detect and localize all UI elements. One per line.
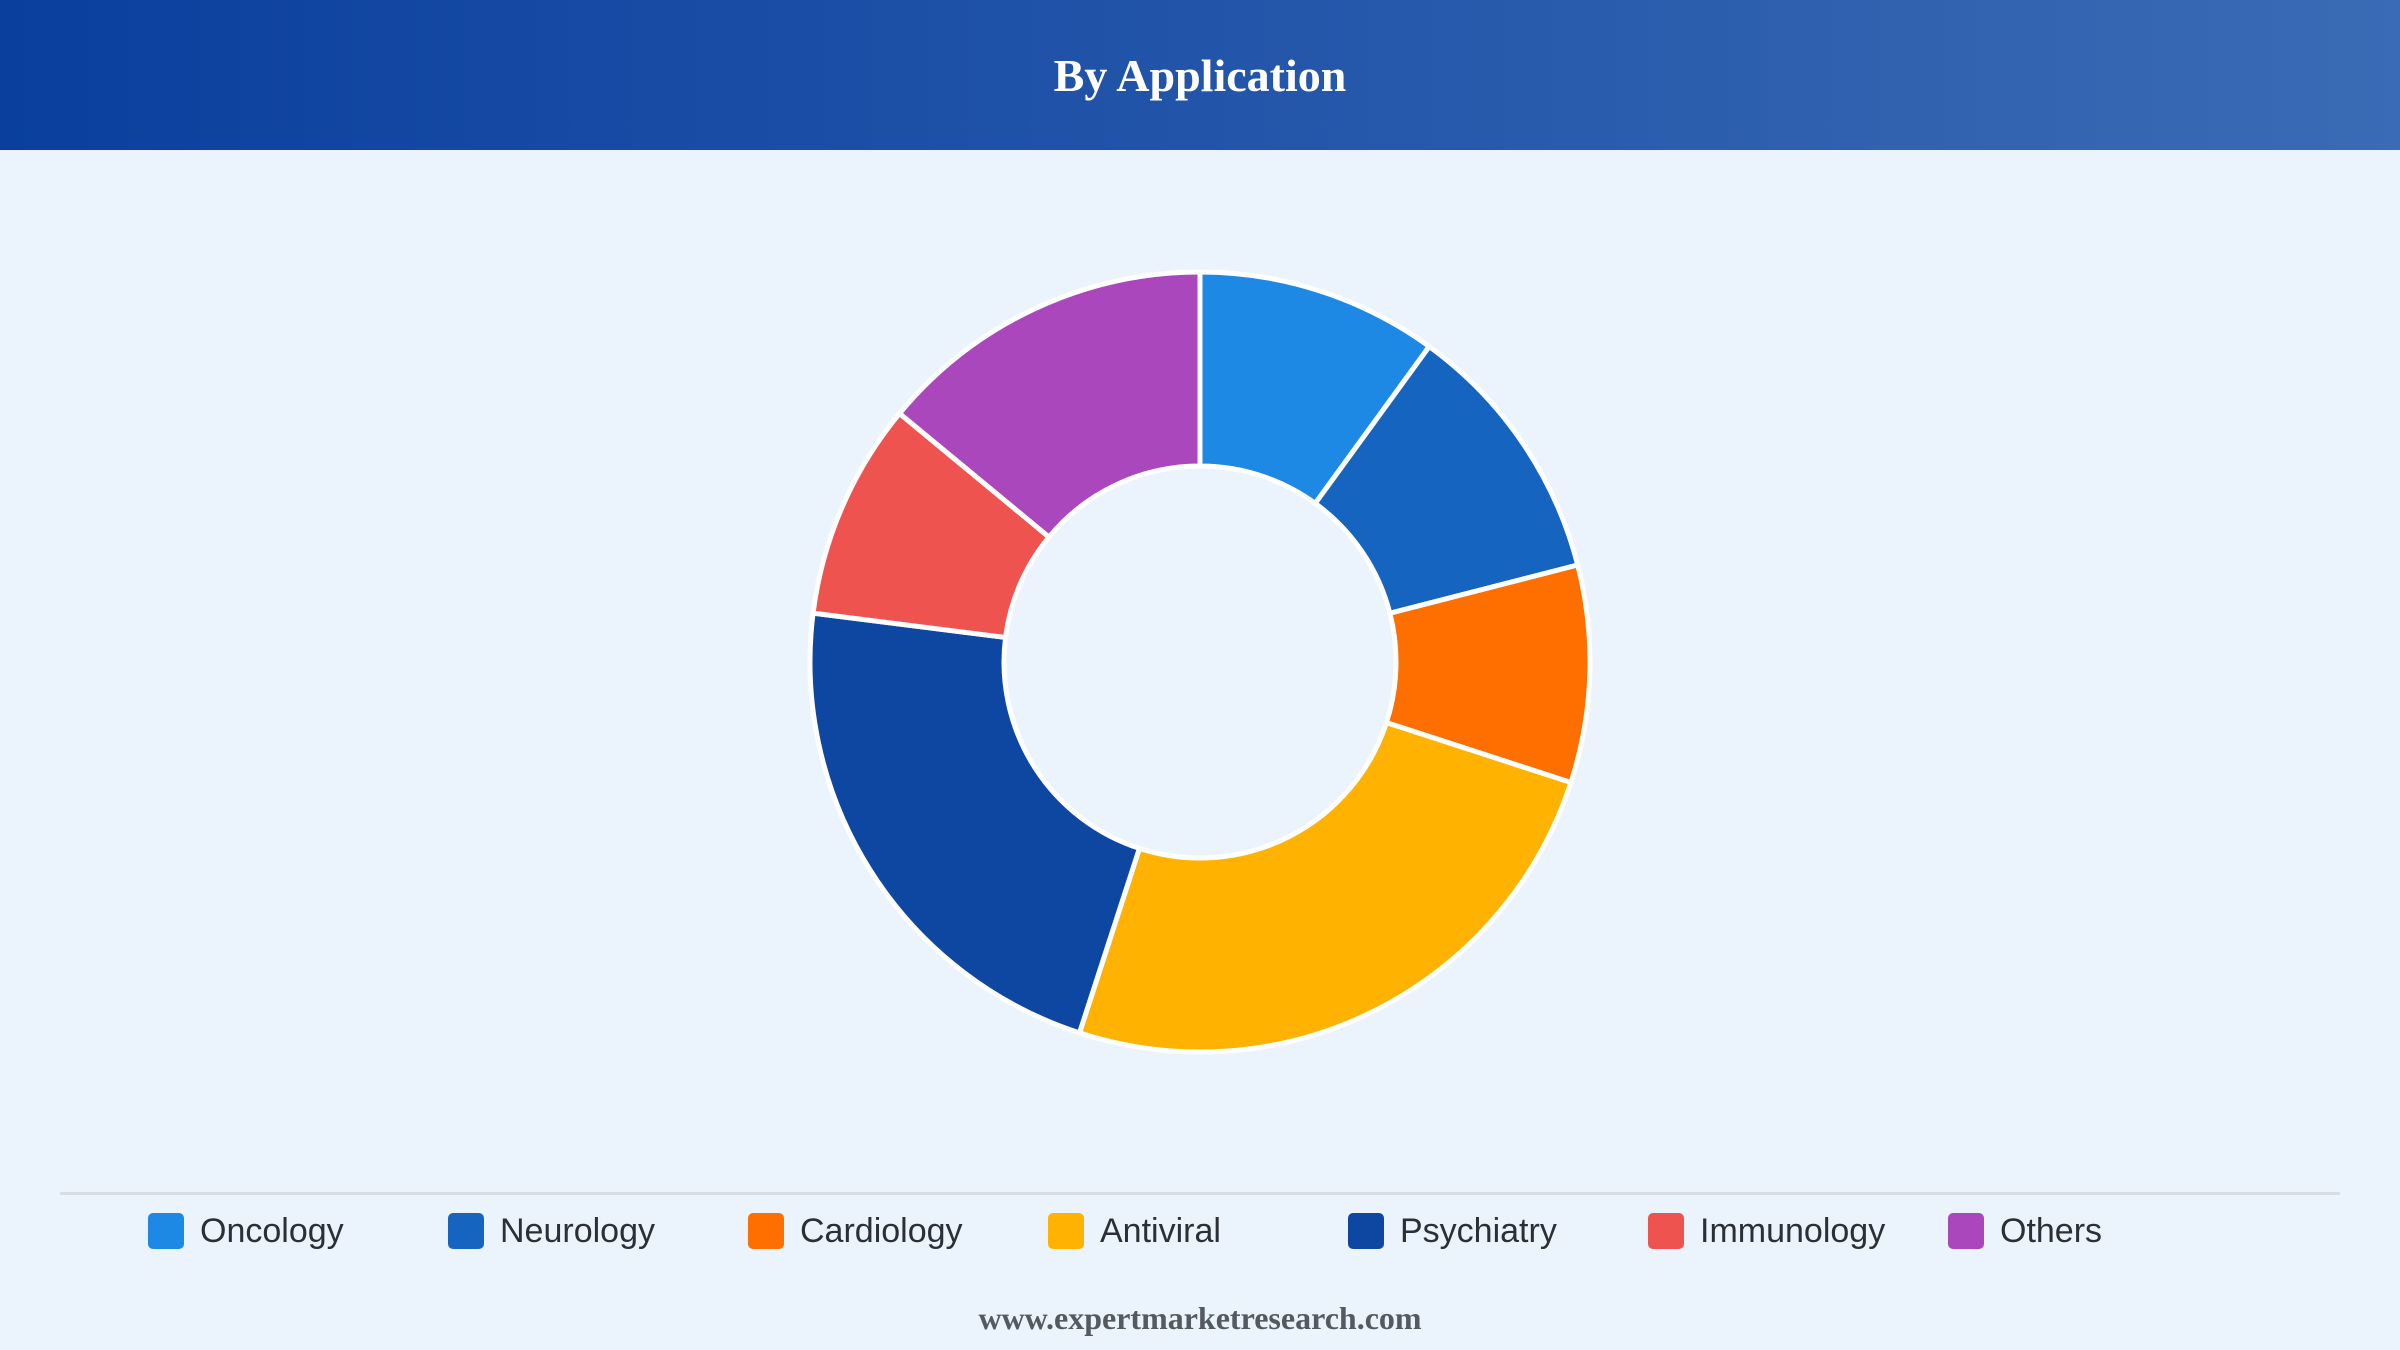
donut-chart (807, 269, 1593, 1055)
legend-item-immunology: Immunology (1648, 1205, 1885, 1257)
legend-item-neurology: Neurology (448, 1205, 655, 1257)
footer-website: www.expertmarketresearch.com (978, 1300, 1422, 1336)
donut-slice-psychiatry (807, 610, 1142, 1036)
donut-slice-neurology (1312, 343, 1581, 616)
legend-swatch (1948, 1213, 1984, 1249)
legend-item-psychiatry: Psychiatry (1348, 1205, 1557, 1257)
legend-label: Immunology (1700, 1211, 1886, 1250)
legend-item-cardiology: Cardiology (748, 1205, 963, 1257)
chart-title: By Application (1053, 49, 1347, 101)
legend-label: Cardiology (800, 1211, 963, 1250)
legend-label: Others (2000, 1211, 2103, 1250)
donut-slice-antiviral (1076, 720, 1574, 1055)
legend-swatch (148, 1213, 184, 1249)
legend-item-others: Others (1948, 1205, 2102, 1257)
legend-swatch (1648, 1213, 1684, 1249)
chart-legend: Oncology Neurology Cardiology Antiviral Psyc… (0, 1205, 2400, 1257)
donut-slice-others (897, 269, 1203, 540)
header-banner: By Application (0, 0, 2400, 150)
legend-label: Psychiatry (1400, 1211, 1557, 1250)
legend-divider (60, 1192, 2340, 1195)
legend-swatch (1048, 1213, 1084, 1249)
legend-label: Antiviral (1100, 1211, 1221, 1250)
legend-label: Neurology (500, 1211, 655, 1250)
legend-swatch (748, 1213, 784, 1249)
legend-item-antiviral: Antiviral (1048, 1205, 1221, 1257)
legend-swatch (1348, 1213, 1384, 1249)
legend-item-oncology: Oncology (148, 1205, 344, 1257)
legend-label: Oncology (200, 1211, 344, 1250)
legend-swatch (448, 1213, 484, 1249)
